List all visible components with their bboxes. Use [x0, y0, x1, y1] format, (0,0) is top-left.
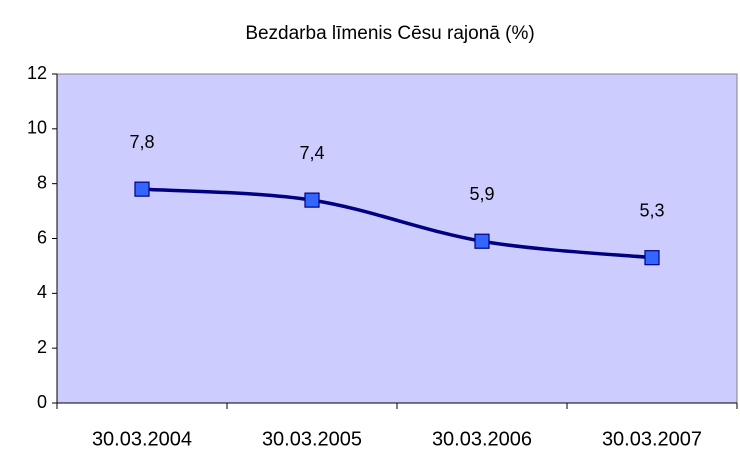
data-label: 7,8: [129, 132, 154, 152]
x-tick-label: 30.03.2006: [432, 428, 532, 450]
y-tick-label: 12: [27, 63, 47, 83]
y-tick-label: 8: [37, 172, 47, 192]
line: [141, 187, 653, 260]
marker: [644, 250, 660, 266]
y-tick-label: 6: [37, 227, 47, 247]
x-tick-label: 30.03.2007: [602, 428, 702, 450]
data-label: 5,9: [469, 184, 494, 204]
y-tick-label: 0: [37, 392, 47, 412]
y-tick-label: 10: [27, 118, 47, 138]
marker: [134, 181, 150, 197]
data-label: 7,4: [299, 143, 324, 163]
data-label: 5,3: [639, 200, 664, 220]
y-tick-label: 2: [37, 337, 47, 357]
marker: [304, 192, 320, 208]
plot-area: [56, 73, 738, 404]
x-tick-label: 30.03.2005: [262, 428, 362, 450]
x-tick-label: 30.03.2004: [92, 428, 192, 450]
chart-title: Bezdarba līmenis Cēsu rajonā (%): [245, 23, 534, 44]
y-tick-label: 4: [37, 282, 47, 302]
marker: [474, 233, 490, 249]
